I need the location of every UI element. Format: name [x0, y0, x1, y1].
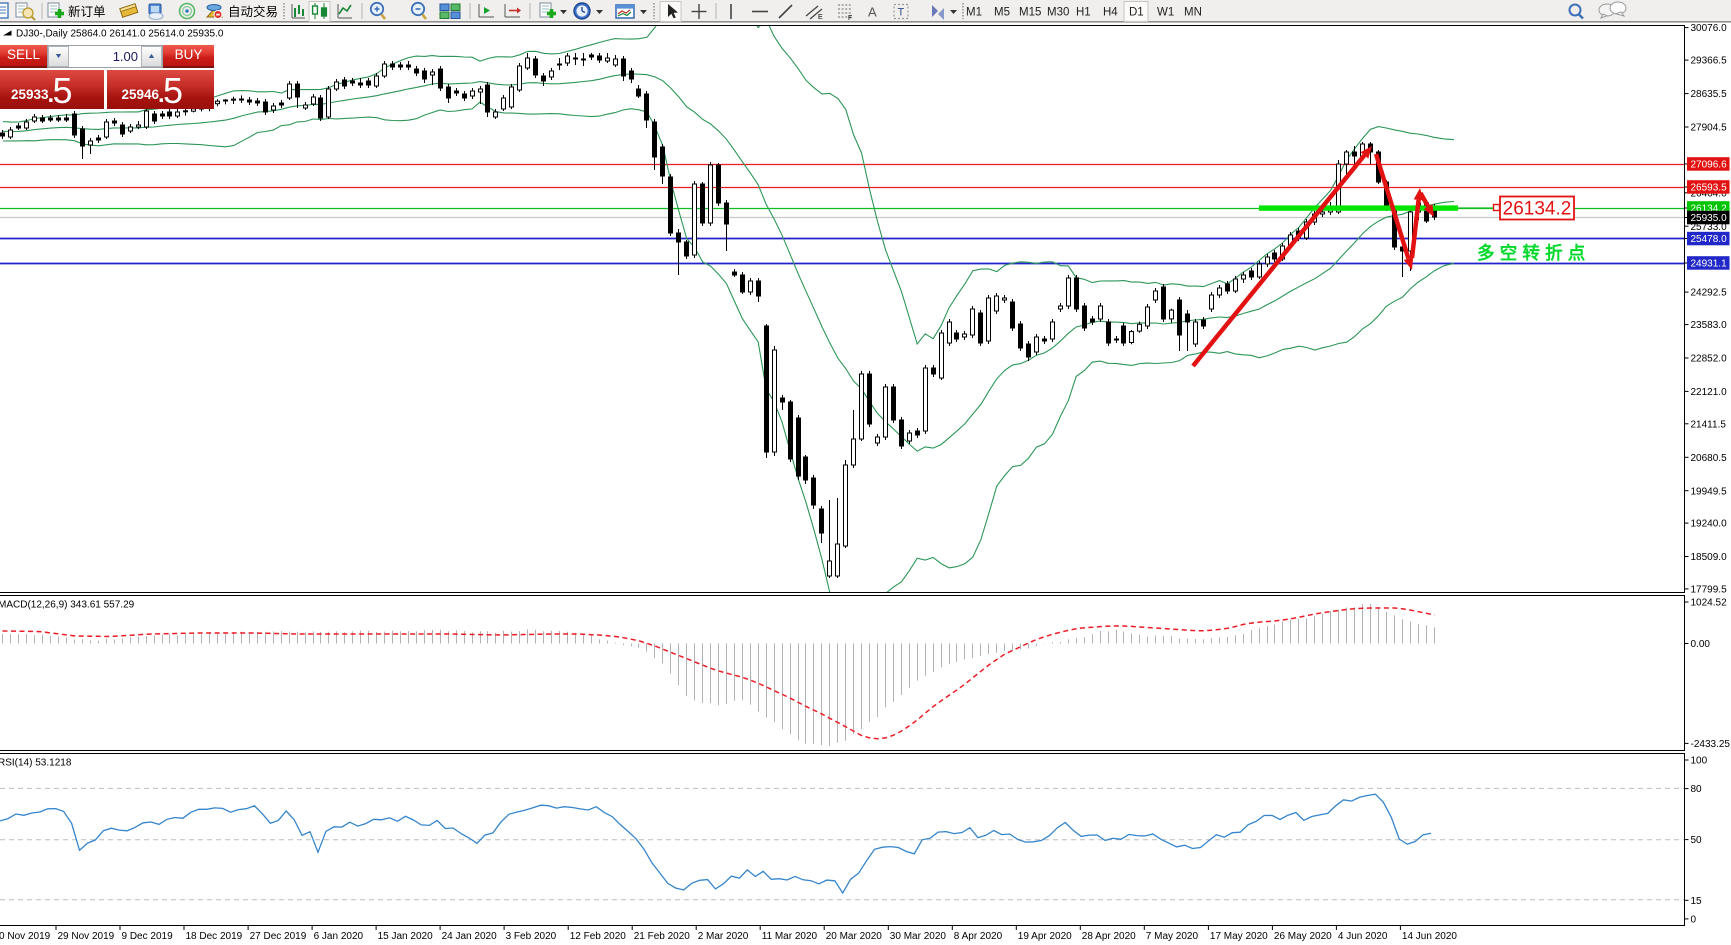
- svg-text:M15: M15: [1019, 7, 1041, 19]
- svg-text:RSI(14) 53.1218: RSI(14) 53.1218: [0, 758, 72, 769]
- svg-text:27904.5: 27904.5: [1691, 123, 1728, 134]
- svg-text:26134.2: 26134.2: [1691, 204, 1728, 215]
- svg-text:22121.0: 22121.0: [1691, 387, 1728, 398]
- svg-text:4 Jun 2020: 4 Jun 2020: [1338, 931, 1388, 942]
- svg-text:30 Mar 2020: 30 Mar 2020: [890, 931, 947, 942]
- svg-text:T: T: [898, 7, 905, 19]
- svg-text:H1: H1: [1076, 7, 1091, 19]
- svg-text:MACD(12,26,9) 343.61 557.29: MACD(12,26,9) 343.61 557.29: [0, 600, 135, 611]
- svg-text:26 May 2020: 26 May 2020: [1274, 931, 1332, 942]
- svg-text:19949.5: 19949.5: [1691, 486, 1728, 497]
- svg-text:19 Apr 2020: 19 Apr 2020: [1018, 931, 1072, 942]
- svg-text:-2433.25: -2433.25: [1691, 739, 1731, 750]
- svg-text:D1: D1: [1129, 7, 1144, 19]
- svg-text:15: 15: [1691, 896, 1703, 907]
- svg-text:9 Dec 2019: 9 Dec 2019: [122, 931, 174, 942]
- svg-text:0: 0: [1691, 915, 1697, 926]
- svg-text:18 Dec 2019: 18 Dec 2019: [186, 931, 243, 942]
- svg-text:28 Apr 2020: 28 Apr 2020: [1082, 931, 1136, 942]
- svg-text:20 Nov 2019: 20 Nov 2019: [0, 931, 51, 942]
- svg-text:A: A: [868, 5, 877, 20]
- svg-text:26593.5: 26593.5: [1691, 183, 1728, 194]
- svg-text:25478.0: 25478.0: [1691, 234, 1728, 245]
- svg-text:M5: M5: [994, 7, 1010, 19]
- svg-text:24292.5: 24292.5: [1691, 288, 1728, 299]
- svg-text:24 Jan 2020: 24 Jan 2020: [442, 931, 497, 942]
- svg-text:3 Feb 2020: 3 Feb 2020: [506, 931, 557, 942]
- svg-text:20 Mar 2020: 20 Mar 2020: [826, 931, 883, 942]
- svg-text:25733.0: 25733.0: [1691, 222, 1728, 233]
- svg-text:多空转折点: 多空转折点: [1477, 243, 1591, 263]
- svg-text:14 Jun 2020: 14 Jun 2020: [1402, 931, 1457, 942]
- svg-text:28635.5: 28635.5: [1691, 89, 1728, 100]
- svg-text:21411.5: 21411.5: [1691, 419, 1727, 430]
- svg-text:26134.2: 26134.2: [1503, 199, 1572, 220]
- svg-text:F: F: [848, 15, 852, 22]
- svg-text:2 Mar 2020: 2 Mar 2020: [698, 931, 749, 942]
- svg-text:自动交易: 自动交易: [228, 4, 278, 19]
- svg-text:7 May 2020: 7 May 2020: [1146, 931, 1199, 942]
- svg-text:17799.5: 17799.5: [1691, 585, 1728, 596]
- svg-text:新订单: 新订单: [68, 4, 106, 19]
- svg-text:17 May 2020: 17 May 2020: [1210, 931, 1268, 942]
- svg-text:15 Jan 2020: 15 Jan 2020: [378, 931, 433, 942]
- svg-text:30076.0: 30076.0: [1691, 23, 1728, 34]
- svg-text:26464.0: 26464.0: [1691, 188, 1728, 199]
- svg-text:W1: W1: [1157, 7, 1174, 19]
- svg-text:MN: MN: [1184, 7, 1202, 19]
- svg-text:22852.0: 22852.0: [1691, 354, 1728, 365]
- svg-text:50: 50: [1691, 835, 1703, 846]
- svg-text:M1: M1: [966, 7, 982, 19]
- svg-text:DJ30-,Daily 25864.0 26141.0 2: DJ30-,Daily 25864.0 26141.0 25614.0 2593…: [16, 29, 224, 40]
- svg-text:H4: H4: [1103, 7, 1118, 19]
- svg-text:6 Jan 2020: 6 Jan 2020: [314, 931, 364, 942]
- svg-text:18509.0: 18509.0: [1691, 552, 1728, 563]
- svg-text:100: 100: [1691, 756, 1708, 767]
- svg-text:M30: M30: [1047, 7, 1069, 19]
- svg-text:12 Feb 2020: 12 Feb 2020: [570, 931, 627, 942]
- svg-text:19240.0: 19240.0: [1691, 519, 1728, 530]
- svg-text:0.00: 0.00: [1691, 639, 1711, 650]
- svg-text:20680.5: 20680.5: [1691, 453, 1728, 464]
- svg-text:8 Apr 2020: 8 Apr 2020: [954, 931, 1003, 942]
- svg-text:29 Nov 2019: 29 Nov 2019: [58, 931, 115, 942]
- svg-text:27096.6: 27096.6: [1691, 160, 1728, 171]
- svg-text:E: E: [818, 14, 823, 21]
- svg-text:25935.0: 25935.0: [1691, 213, 1728, 224]
- svg-text:27 Dec 2019: 27 Dec 2019: [250, 931, 307, 942]
- svg-text:29366.5: 29366.5: [1691, 56, 1728, 67]
- svg-text:11 Mar 2020: 11 Mar 2020: [762, 931, 818, 942]
- svg-text:80: 80: [1691, 784, 1703, 795]
- svg-text:1024.52: 1024.52: [1691, 598, 1728, 609]
- svg-text:24931.1: 24931.1: [1691, 259, 1728, 270]
- svg-text:21 Feb 2020: 21 Feb 2020: [634, 931, 691, 942]
- svg-text:23583.0: 23583.0: [1691, 320, 1728, 331]
